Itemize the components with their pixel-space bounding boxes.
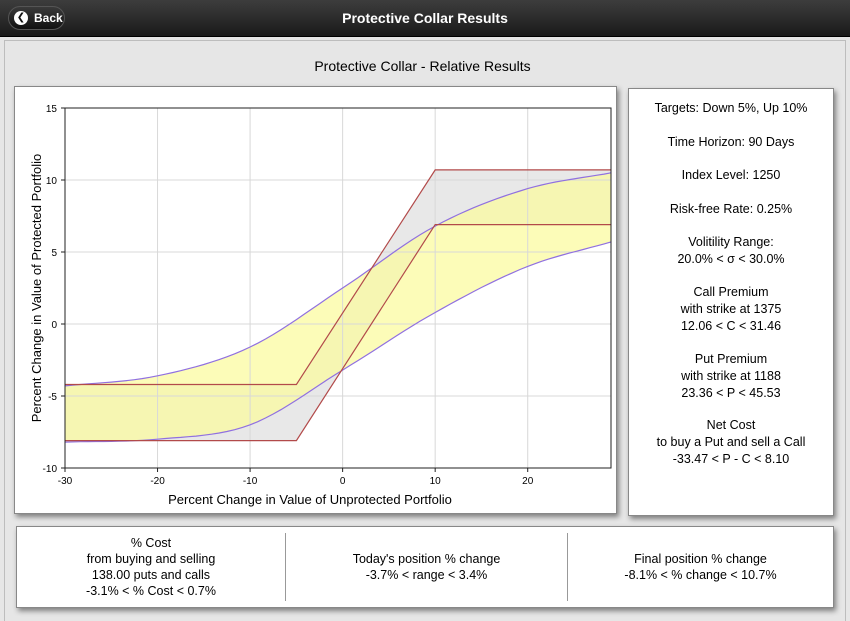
net-cost-desc: to buy a Put and sell a Call — [656, 435, 806, 449]
y-tick-label: 0 — [51, 320, 57, 331]
summary-panel: % Cost from buying and selling 138.00 pu… — [16, 526, 834, 608]
put-range: 23.36 < P < 45.53 — [681, 386, 781, 400]
back-button[interactable]: ❮ Back — [8, 6, 65, 30]
net-cost-range: -33.47 < P - C < 8.10 — [672, 452, 790, 466]
volatility-block: Volitility Range: 20.0% < σ < 30.0% — [629, 234, 833, 268]
x-tick-label: 10 — [430, 476, 442, 487]
put-premium-block: Put Premium with strike at 1188 23.36 < … — [629, 351, 833, 402]
x-tick-label: 20 — [522, 476, 534, 487]
divider — [285, 533, 286, 601]
x-tick-label: -20 — [150, 476, 165, 487]
x-axis-label: Percent Change in Value of Unprotected P… — [168, 492, 452, 507]
cost-line-1: from buying and selling — [86, 552, 216, 566]
risk-free-text: Risk-free Rate: 0.25% — [629, 201, 833, 218]
plot-border — [64, 107, 612, 469]
today-range: -3.7% < range < 3.4% — [365, 568, 488, 582]
call-range: 12.06 < C < 31.46 — [680, 319, 782, 333]
series-line — [64, 241, 612, 443]
targets-value: Targets: Down 5%, Up 10% — [654, 101, 808, 115]
series-line — [64, 172, 612, 387]
chart: -30 -20 -10 0 10 20 -10 -5 0 5 10 15 Percent Change … — [29, 104, 612, 507]
y-tick-label: -5 — [48, 392, 57, 403]
targets-text: Targets: Down 5%, Up 10% — [629, 100, 833, 117]
volatility-band — [65, 172, 611, 443]
x-tick-label: 0 — [340, 476, 346, 487]
x-tick-label: -30 — [58, 476, 73, 487]
today-title: Today's position % change — [352, 552, 501, 566]
cost-summary: % Cost from buying and selling 138.00 pu… — [17, 527, 285, 607]
y-tick-label: 15 — [46, 104, 58, 115]
today-summary: Today's position % change -3.7% < range … — [286, 527, 567, 607]
put-premium-title: Put Premium — [694, 352, 768, 366]
call-premium-title: Call Premium — [693, 285, 769, 299]
horizon-value: Time Horizon: 90 Days — [667, 135, 795, 149]
final-range: -8.1% < % change < 10.7% — [624, 568, 777, 582]
final-summary: Final position % change -8.1% < % change… — [568, 527, 833, 607]
put-strike: with strike at 1188 — [681, 369, 781, 383]
info-panel: Targets: Down 5%, Up 10% Time Horizon: 9… — [628, 88, 834, 516]
cost-title: % Cost — [130, 536, 172, 550]
final-title: Final position % change — [634, 552, 767, 566]
divider — [567, 533, 568, 601]
risk-free-value: Risk-free Rate: 0.25% — [669, 202, 793, 216]
y-tick-label: -10 — [43, 464, 58, 475]
series-line — [65, 224, 611, 442]
y-tick-label: 5 — [51, 248, 57, 259]
volatility-range: 20.0% < σ < 30.0% — [677, 252, 785, 266]
back-button-label: Back — [34, 11, 63, 25]
index-level-value: Index Level: 1250 — [681, 168, 781, 182]
chart-title: Protective Collar - Relative Results — [314, 58, 531, 74]
horizon-text: Time Horizon: 90 Days — [629, 134, 833, 151]
cost-range: -3.1% < % Cost < 0.7% — [86, 584, 216, 598]
net-cost-block: Net Cost to buy a Put and sell a Call -3… — [629, 417, 833, 468]
volatility-title: Volitility Range: — [688, 235, 774, 249]
y-axis-label: Percent Change in Value of Protected Por… — [29, 154, 44, 423]
call-premium-block: Call Premium with strike at 1375 12.06 <… — [629, 284, 833, 335]
call-strike: with strike at 1375 — [680, 302, 782, 316]
net-cost-title: Net Cost — [706, 418, 756, 432]
x-tick-label: -10 — [243, 476, 258, 487]
chart-panel: -30 -20 -10 0 10 20 -10 -5 0 5 10 15 Percent Change … — [14, 86, 617, 514]
series-line — [65, 169, 611, 386]
page-title: Protective Collar Results — [342, 10, 508, 26]
index-level-text: Index Level: 1250 — [629, 167, 833, 184]
chevron-left-icon: ❮ — [14, 11, 28, 25]
y-tick-label: 10 — [46, 176, 58, 187]
cost-line-2: 138.00 puts and calls — [91, 568, 211, 582]
nav-bar: Protective Collar Results ❮ Back — [0, 0, 850, 37]
